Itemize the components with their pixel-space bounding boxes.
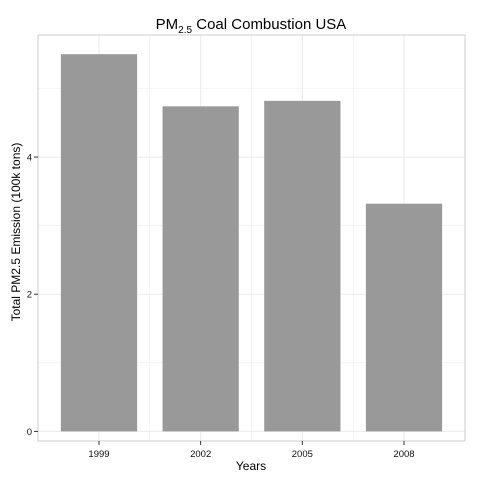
bar-2002 (162, 106, 239, 432)
y-axis-title: Total PM2.5 Emission (100k tons) (9, 143, 23, 322)
chart-title-prefix: PM (156, 16, 179, 33)
y-tick-label: 0 (27, 427, 32, 438)
x-tick-label: 2008 (393, 449, 414, 460)
plot-panel-border (37, 34, 466, 442)
x-tick-label: 1999 (88, 449, 109, 460)
chart-title-suffix: Coal Combustion USA (192, 16, 346, 33)
bar-2005 (264, 100, 341, 432)
bar-2008 (365, 203, 443, 432)
y-axis-ticks: 0 2 4 (27, 153, 38, 438)
bar-1999 (60, 54, 138, 432)
x-tick-label: 2002 (190, 449, 211, 460)
bars (60, 54, 443, 432)
chart-title: PM2.5 Coal Combustion USA (156, 16, 347, 36)
x-axis-title: Years (236, 459, 266, 473)
y-tick-label: 2 (27, 290, 32, 301)
x-tick-label: 2005 (292, 449, 313, 460)
x-axis-ticks: 1999 2002 2005 2008 (88, 441, 415, 460)
chart-title-subscript: 2.5 (178, 25, 192, 36)
y-tick-label: 4 (27, 153, 32, 164)
